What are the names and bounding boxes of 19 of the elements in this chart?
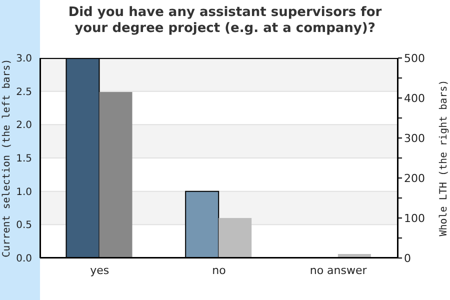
y-axis-title: Current selection (the left bars) [2,58,13,258]
y2-tick-label: 0 [404,252,411,265]
y2-axis-title: Whole LTH (the right bars) [438,80,450,236]
y-tick-label: 1.5 [16,154,32,165]
y2-tick-label: 200 [404,172,425,185]
y2-tick-label: 300 [404,132,425,145]
y-tick-label: 2.5 [16,86,32,98]
x-tick-label: yes [90,264,110,277]
y-tick-label: 0.0 [16,254,32,265]
y-tick-label: 3.0 [16,54,32,65]
y-tick-label: 0.5 [16,220,32,232]
y2-tick-label: 500 [404,52,425,65]
y-tick-label: 2.0 [16,120,32,132]
y2-tick-label: 100 [404,212,425,225]
x-tick-label: no answer [310,264,368,277]
y2-tick-label: 400 [404,92,425,105]
x-tick-label: no [212,264,226,277]
chart-title: Did you have any assistant supervisors for your degree project (e.g. at a company)? [67,5,383,37]
y-tick-label: 1.0 [16,186,32,198]
